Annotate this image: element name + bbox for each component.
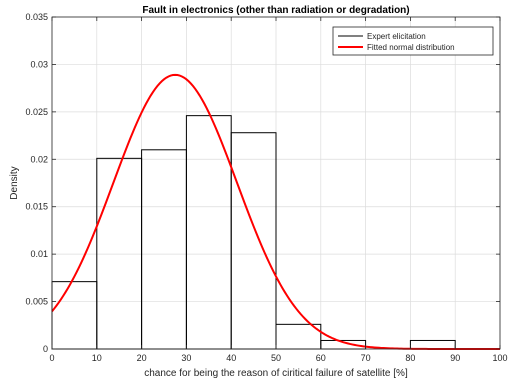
y-tick-label-3: 0.015 (25, 202, 48, 212)
x-tick-label-2: 20 (137, 353, 147, 363)
y-tick-label-1: 0.005 (25, 297, 48, 307)
y-tick-label-5: 0.025 (25, 107, 48, 117)
y-tick-label-6: 0.03 (30, 59, 48, 69)
y-tick-label-2: 0.01 (30, 249, 48, 259)
chart-title: Fault in electronics (other than radiati… (142, 5, 409, 16)
legend-box (332, 26, 494, 56)
x-tick-label-10: 100 (492, 353, 507, 363)
legend: Expert elicitation Fitted normal distrib… (332, 26, 494, 56)
y-axis-ticks: 0 0.005 0.01 0.015 0.02 0.025 0.03 0.035 (25, 12, 500, 354)
x-tick-label-4: 40 (226, 353, 236, 363)
x-tick-label-7: 70 (361, 353, 371, 363)
y-tick-label-7: 0.035 (25, 12, 48, 22)
x-tick-label-0: 0 (49, 353, 54, 363)
x-axis-label: chance for being the reason of ciritical… (144, 368, 408, 379)
y-tick-label-0: 0 (43, 344, 48, 354)
x-tick-label-3: 30 (181, 353, 191, 363)
x-tick-label-1: 10 (92, 353, 102, 363)
legend-label-expert-elicitation: Expert elicitation (367, 32, 426, 41)
y-axis-label: Density (9, 166, 20, 199)
y-tick-label-4: 0.02 (30, 154, 48, 164)
x-tick-label-9: 90 (450, 353, 460, 363)
x-tick-label-6: 60 (316, 353, 326, 363)
x-tick-label-8: 80 (405, 353, 415, 363)
legend-label-fitted-normal: Fitted normal distribution (367, 43, 455, 52)
x-axis-ticks: 0 10 20 30 40 50 60 70 80 90 100 (49, 17, 508, 363)
x-tick-label-5: 50 (271, 353, 281, 363)
